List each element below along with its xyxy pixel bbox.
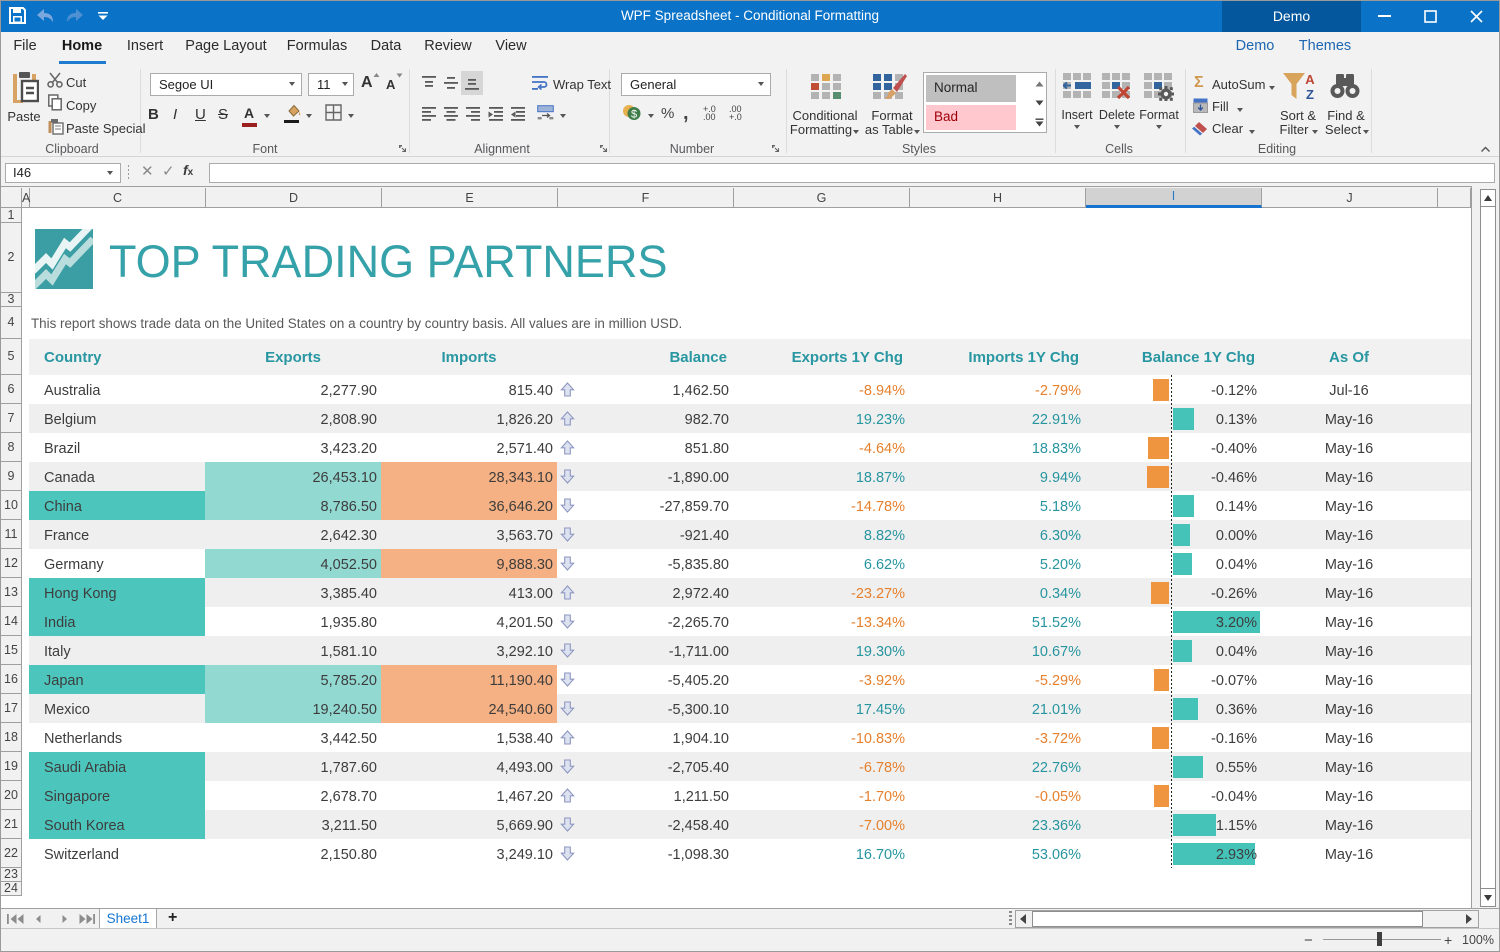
svg-text:A: A: [1305, 73, 1315, 87]
svg-text:$: $: [631, 109, 637, 121]
svg-text:Z: Z: [1306, 87, 1314, 101]
